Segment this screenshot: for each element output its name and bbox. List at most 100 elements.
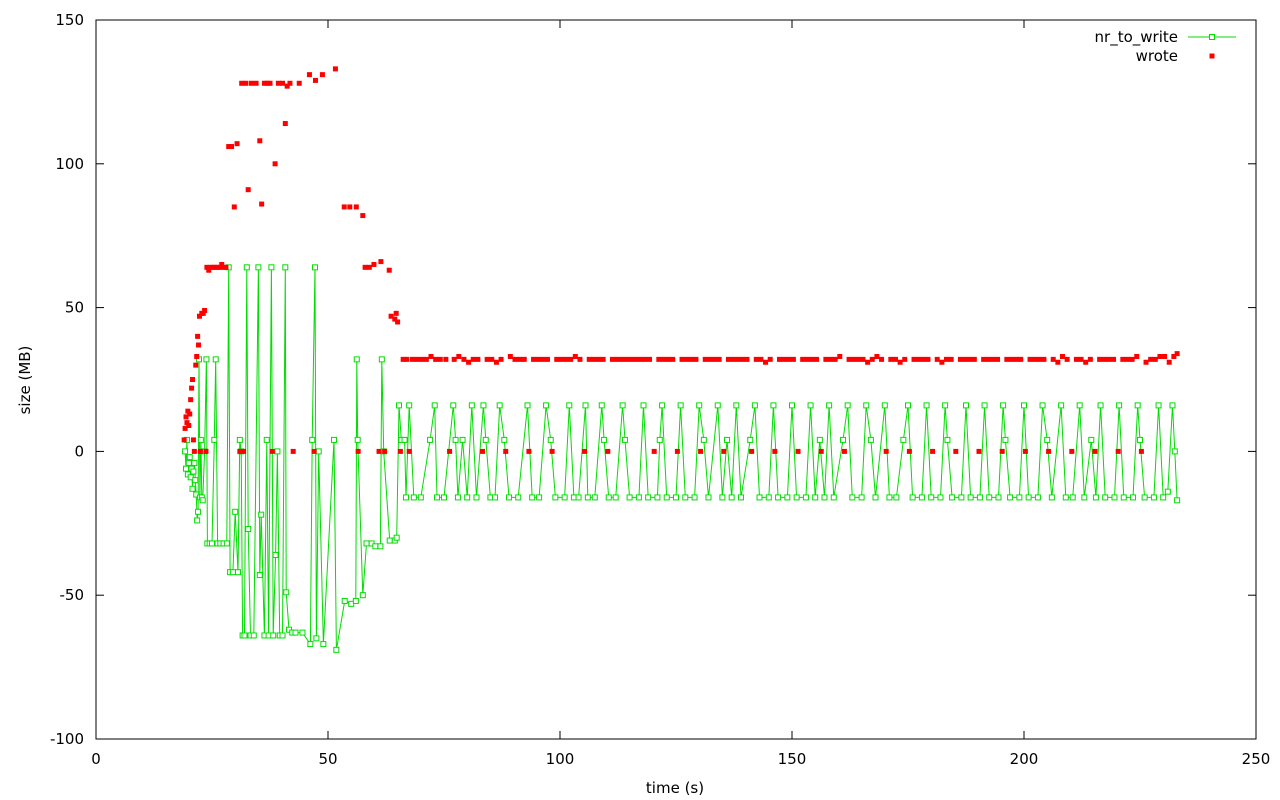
data-point-nr-to-write bbox=[696, 402, 703, 409]
data-point-nr-to-write bbox=[353, 356, 360, 363]
y-tick-label: -100 bbox=[50, 730, 84, 748]
data-point-wrote bbox=[888, 356, 894, 362]
legend: nr_to_write wrote bbox=[1095, 28, 1236, 65]
data-point-nr-to-write bbox=[501, 436, 508, 443]
data-point-nr-to-write bbox=[515, 494, 522, 501]
data-point-nr-to-write bbox=[406, 402, 413, 409]
data-point-wrote bbox=[916, 356, 922, 362]
data-point-nr-to-write bbox=[619, 402, 626, 409]
data-point-wrote bbox=[725, 356, 731, 362]
data-point-nr-to-write bbox=[282, 264, 289, 271]
data-point-wrote bbox=[744, 356, 750, 362]
series-layer bbox=[181, 66, 1181, 653]
data-point-wrote bbox=[558, 356, 564, 362]
data-point-wrote bbox=[404, 356, 410, 362]
data-point-nr-to-write bbox=[601, 436, 608, 443]
data-point-nr-to-write bbox=[816, 436, 823, 443]
data-point-nr-to-write bbox=[1076, 402, 1083, 409]
data-point-nr-to-write bbox=[1137, 436, 1143, 443]
data-point-nr-to-write bbox=[212, 356, 219, 363]
data-point-nr-to-write bbox=[1016, 494, 1023, 501]
data-point-nr-to-write bbox=[480, 402, 487, 409]
y-axis-label: size (MB) bbox=[16, 346, 34, 415]
data-point-nr-to-write bbox=[612, 494, 619, 501]
data-point-nr-to-write bbox=[250, 632, 257, 639]
data-point-nr-to-write bbox=[981, 402, 988, 409]
data-point-wrote bbox=[341, 204, 347, 210]
data-point-nr-to-write bbox=[505, 494, 512, 501]
data-point-nr-to-write bbox=[552, 494, 559, 501]
data-point-nr-to-write bbox=[682, 494, 689, 501]
data-point-wrote bbox=[332, 66, 338, 72]
data-point-nr-to-write bbox=[1025, 494, 1032, 501]
data-point-wrote bbox=[869, 356, 875, 362]
data-point-nr-to-write bbox=[299, 629, 306, 636]
data-point-nr-to-write bbox=[312, 264, 319, 271]
data-point-wrote bbox=[749, 448, 755, 454]
data-point-nr-to-write bbox=[292, 629, 299, 636]
legend-swatch-marker-wrote bbox=[1209, 53, 1215, 59]
data-point-wrote bbox=[409, 356, 415, 362]
x-tick-label: 150 bbox=[778, 750, 807, 768]
data-point-nr-to-write bbox=[1062, 494, 1069, 501]
data-point-wrote bbox=[480, 448, 486, 454]
data-point-wrote bbox=[433, 356, 439, 362]
data-point-nr-to-write bbox=[1092, 494, 1099, 501]
data-point-wrote bbox=[971, 356, 977, 362]
data-point-wrote bbox=[753, 356, 759, 362]
data-point-nr-to-write bbox=[482, 436, 489, 443]
data-point-nr-to-write bbox=[1102, 494, 1109, 501]
data-point-nr-to-write bbox=[378, 356, 385, 363]
data-point-nr-to-write bbox=[705, 494, 712, 501]
data-point-nr-to-write bbox=[186, 454, 193, 461]
data-point-wrote bbox=[930, 448, 936, 454]
data-point-wrote bbox=[684, 356, 690, 362]
data-point-wrote bbox=[243, 80, 249, 86]
data-point-wrote bbox=[451, 356, 457, 362]
data-point-nr-to-write bbox=[190, 468, 197, 475]
data-point-nr-to-write bbox=[1058, 402, 1065, 409]
data-point-nr-to-write bbox=[331, 436, 338, 443]
data-point-wrote bbox=[586, 356, 592, 362]
data-point-wrote bbox=[406, 448, 412, 454]
data-point-wrote bbox=[461, 356, 467, 362]
data-point-wrote bbox=[443, 356, 449, 362]
data-point-nr-to-write bbox=[1007, 494, 1014, 501]
data-point-nr-to-write bbox=[547, 436, 554, 443]
data-point-wrote bbox=[193, 362, 199, 368]
data-point-nr-to-write bbox=[183, 465, 190, 472]
data-point-wrote bbox=[897, 359, 903, 365]
data-point-nr-to-write bbox=[942, 402, 949, 409]
data-point-nr-to-write bbox=[434, 494, 441, 501]
data-point-nr-to-write bbox=[256, 572, 263, 579]
data-point-wrote bbox=[187, 411, 193, 417]
data-point-wrote bbox=[395, 319, 401, 325]
data-point-wrote bbox=[1069, 448, 1075, 454]
data-point-nr-to-write bbox=[561, 494, 568, 501]
data-point-wrote bbox=[1174, 351, 1180, 357]
data-point-wrote bbox=[226, 144, 232, 150]
data-point-nr-to-write bbox=[1160, 494, 1167, 501]
data-point-wrote bbox=[184, 420, 190, 426]
data-point-wrote bbox=[879, 356, 885, 362]
data-point-nr-to-write bbox=[656, 436, 663, 443]
data-point-nr-to-write bbox=[654, 494, 661, 501]
data-point-wrote bbox=[591, 356, 597, 362]
data-point-wrote bbox=[582, 448, 588, 454]
data-point-wrote bbox=[554, 356, 560, 362]
data-point-nr-to-write bbox=[1039, 402, 1046, 409]
data-point-wrote bbox=[231, 204, 237, 210]
data-point-nr-to-write bbox=[234, 569, 241, 576]
data-point-wrote bbox=[999, 448, 1005, 454]
data-point-nr-to-write bbox=[867, 436, 874, 443]
data-point-nr-to-write bbox=[733, 402, 740, 409]
data-point-nr-to-write bbox=[976, 494, 983, 501]
data-point-nr-to-write bbox=[673, 494, 679, 501]
y-tick-label: 0 bbox=[74, 442, 84, 460]
data-point-wrote bbox=[306, 72, 312, 78]
y-tick-label: 100 bbox=[55, 155, 84, 173]
data-point-wrote bbox=[239, 80, 245, 86]
data-point-nr-to-write bbox=[1116, 402, 1123, 409]
data-point-wrote bbox=[823, 356, 829, 362]
data-point-wrote bbox=[200, 310, 206, 316]
